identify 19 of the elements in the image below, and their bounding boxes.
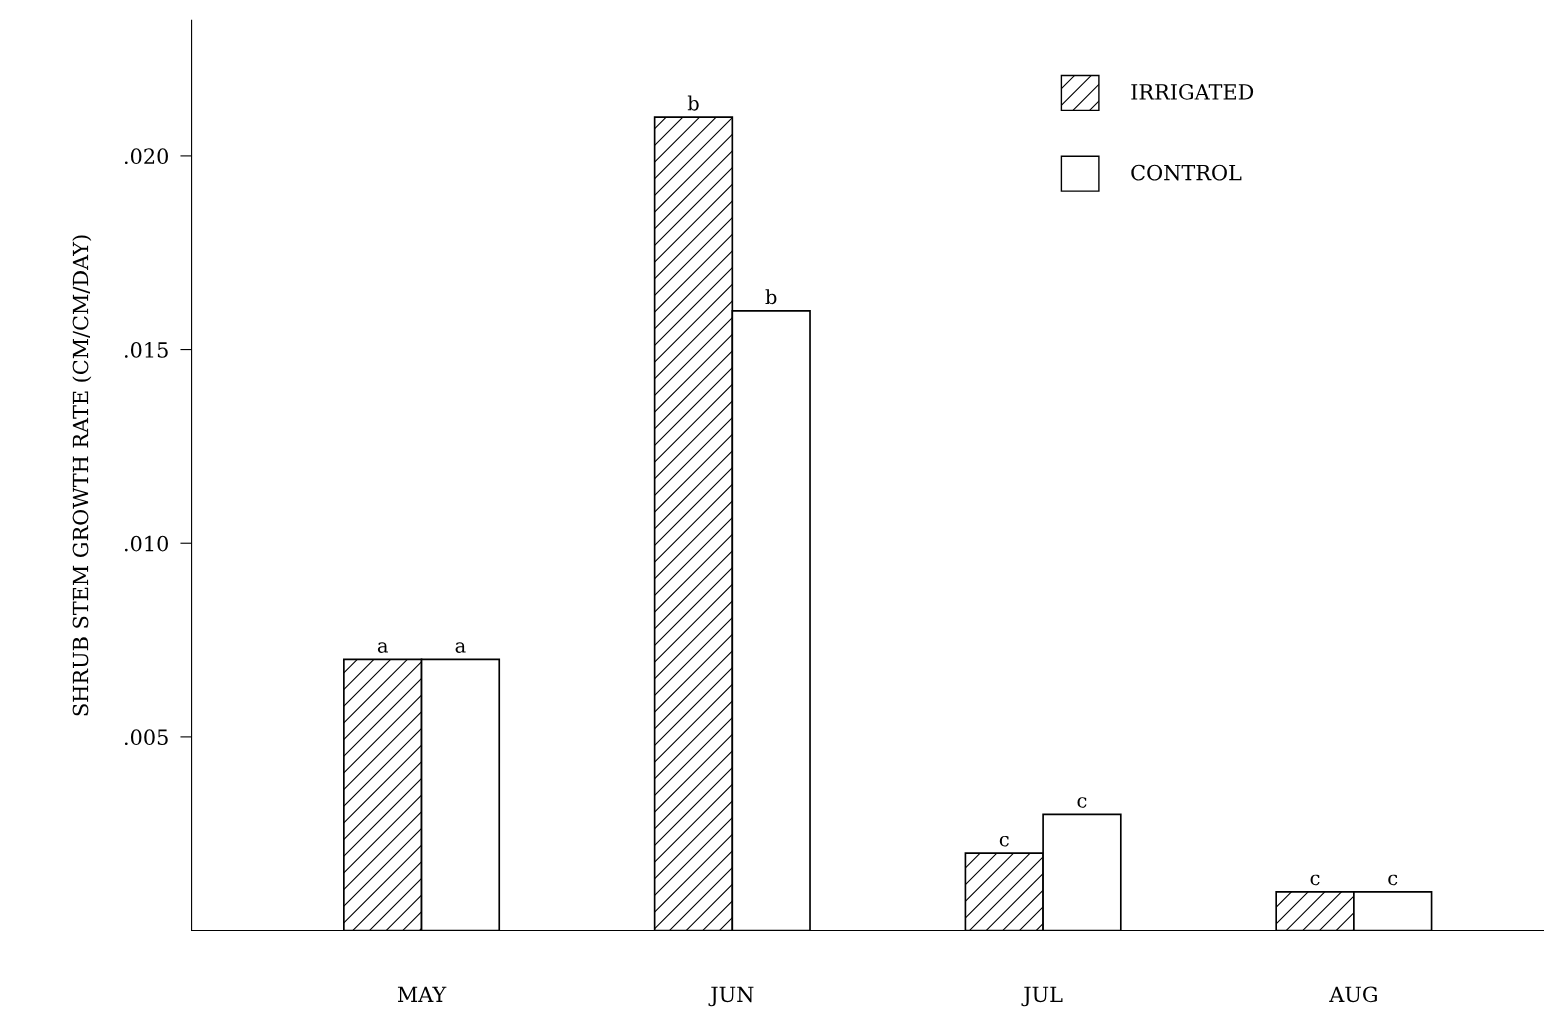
- data-label: b: [687, 95, 699, 111]
- x-tick-label: MAY: [397, 986, 447, 1002]
- data-label: c: [1310, 874, 1320, 886]
- legend-label: IRRIGATED: [1131, 83, 1254, 100]
- data-label: a: [455, 642, 466, 653]
- data-label: b: [765, 289, 777, 305]
- x-tick-label: JUN: [708, 986, 754, 1007]
- x-tick-label: AUG: [1329, 986, 1377, 1003]
- y-tick-label: .010: [124, 535, 168, 552]
- legend-label: CONTROL: [1131, 164, 1242, 181]
- data-label: a: [377, 642, 388, 653]
- y-tick-label: .005: [124, 729, 168, 746]
- y-tick-label: .020: [124, 148, 168, 165]
- y-tick-label: .015: [124, 342, 168, 358]
- x-tick-label: JUL: [1021, 986, 1063, 1007]
- data-label: c: [1388, 874, 1398, 886]
- data-label: c: [999, 835, 1009, 847]
- y-axis-title: SHRUB STEM GROWTH RATE (CM/CM/DAY): [72, 235, 92, 716]
- data-label: c: [1077, 797, 1087, 808]
